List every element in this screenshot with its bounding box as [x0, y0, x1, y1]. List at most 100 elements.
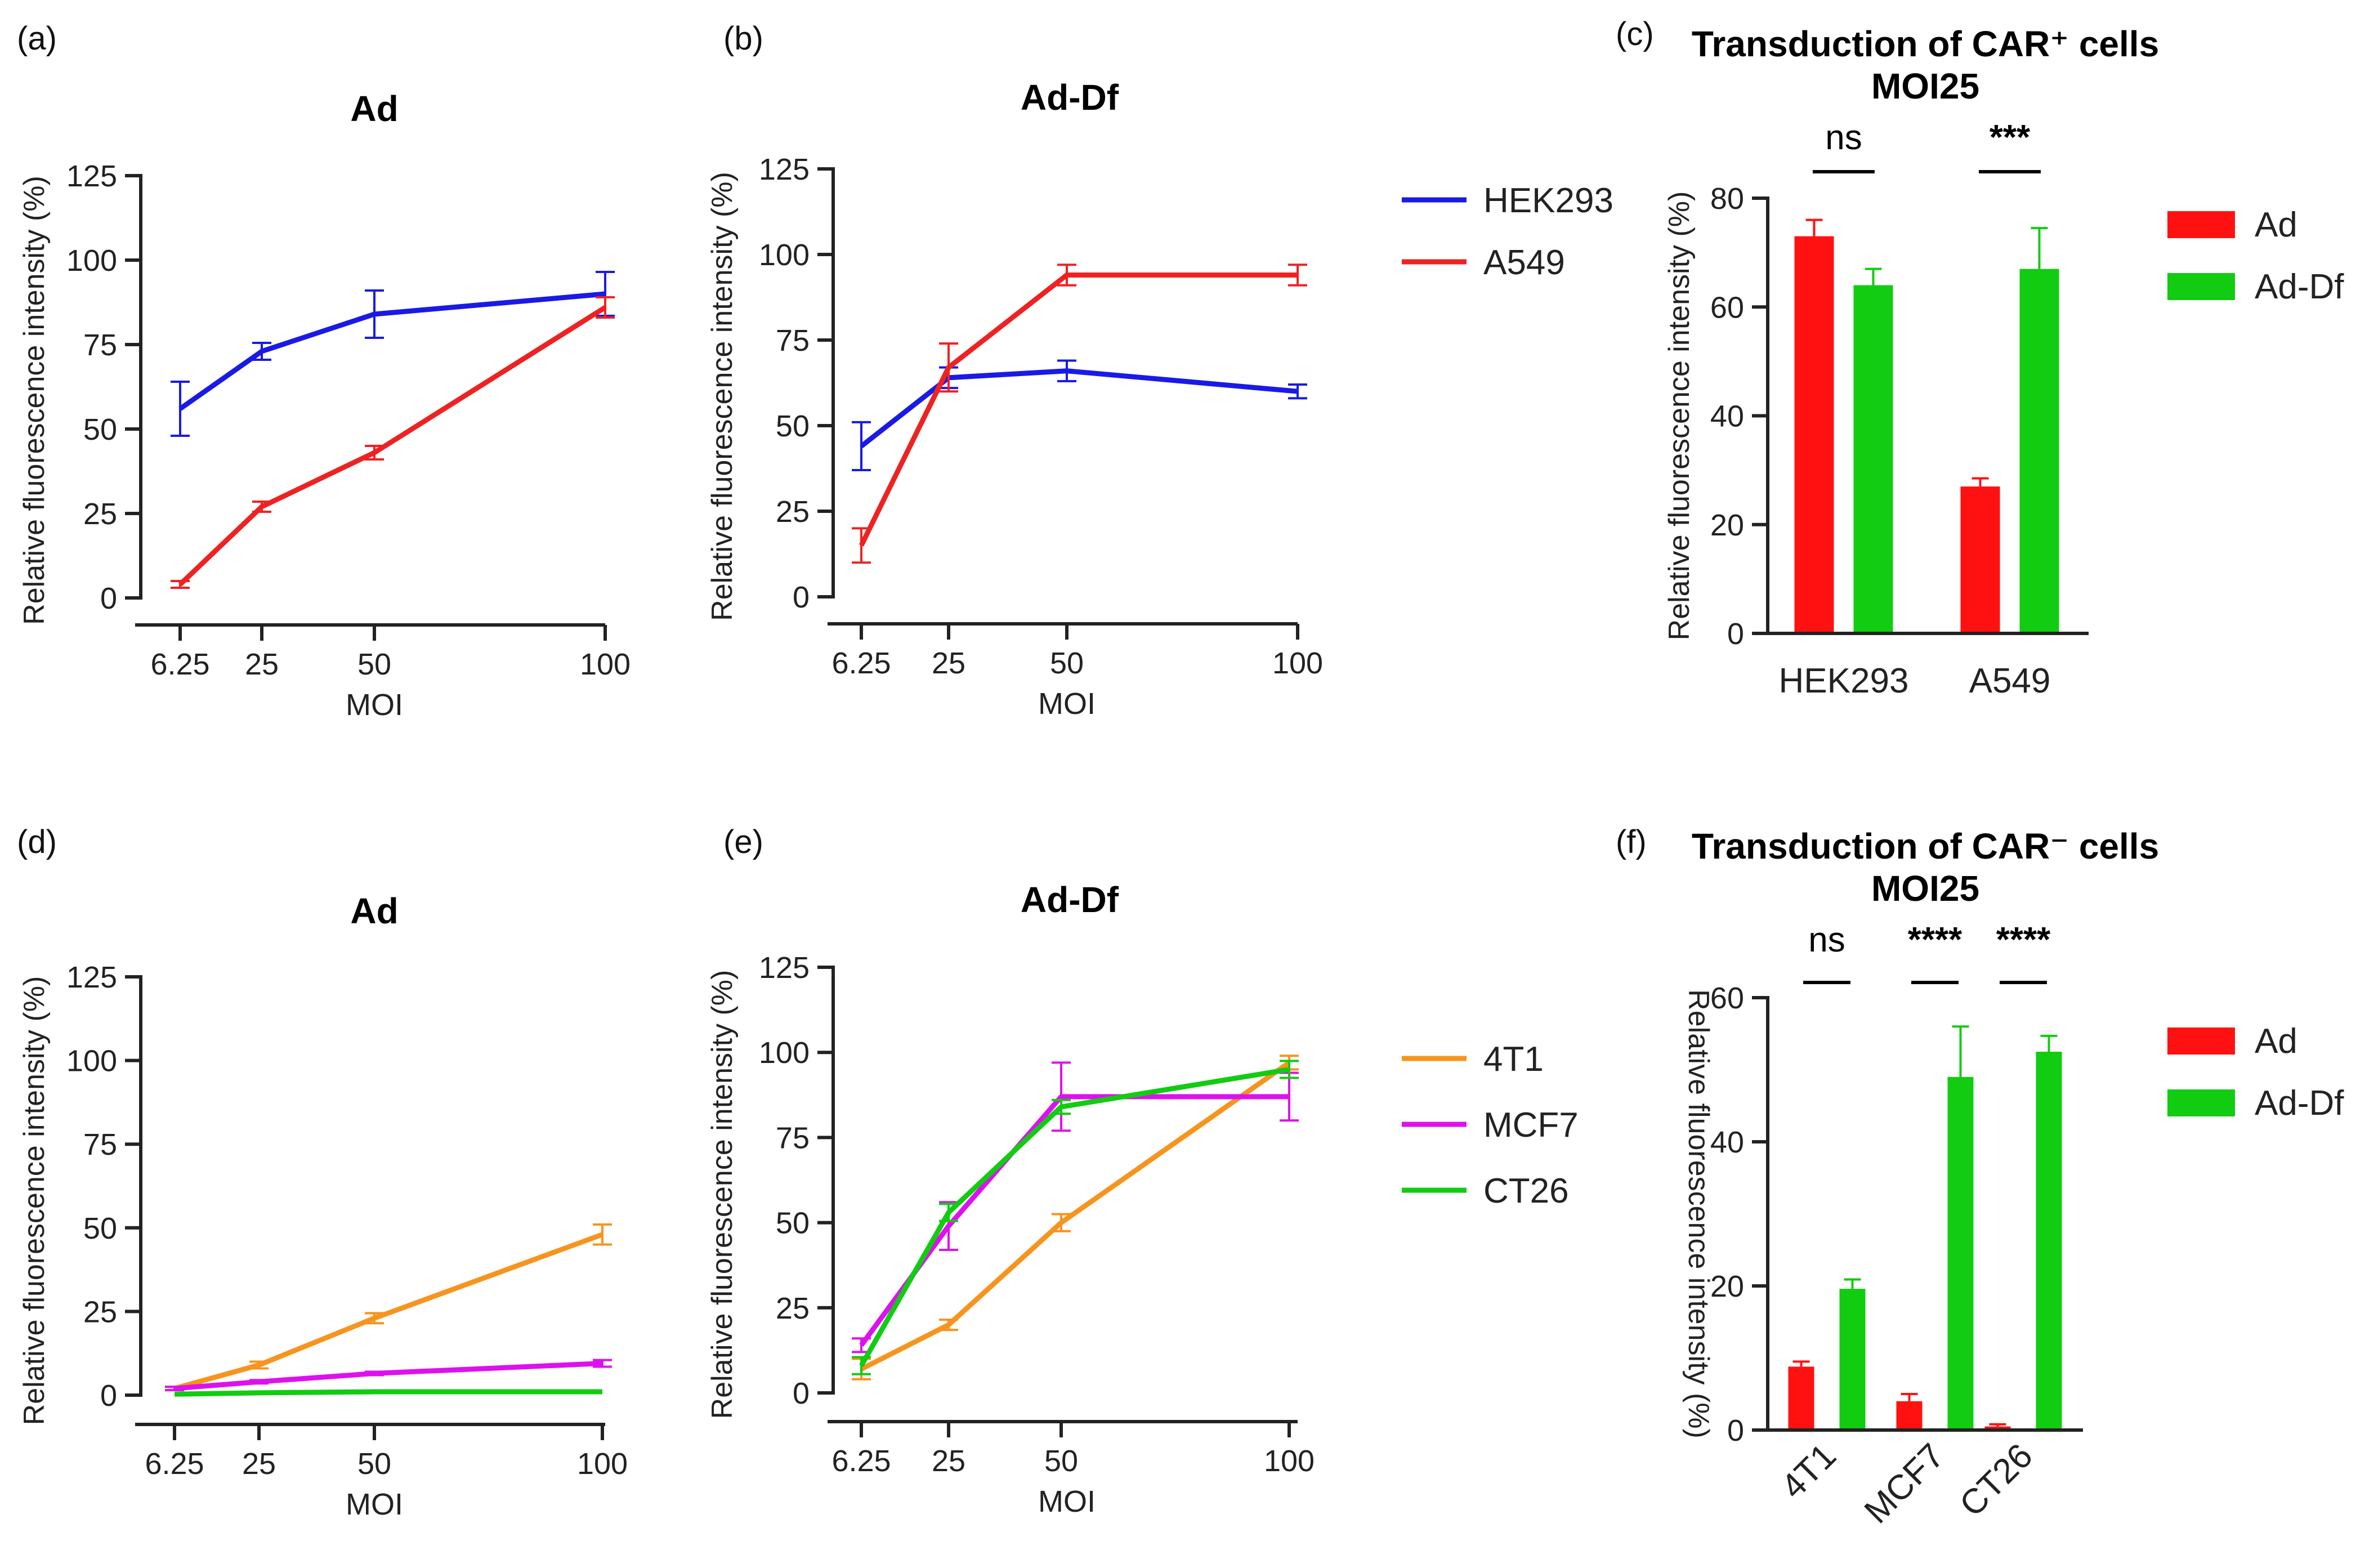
panel-label-c: (c)	[1616, 16, 1654, 52]
p1-x-axis-label: MOI	[1038, 687, 1096, 721]
p0-x-tick-label: 25	[245, 647, 279, 681]
p3-y-tick-label: 125	[66, 961, 117, 994]
p2-significance-label: ns	[1825, 118, 1862, 157]
p0-y-tick-label: 25	[83, 497, 117, 531]
p1-series-line-a549	[859, 272, 1298, 547]
p2-bar-ad-df	[2019, 269, 2059, 633]
p3-series-line-mcf7	[174, 1361, 603, 1391]
plot-layer: 0 25 50 75 100 125 6.25 25 50 100 MOI Relative fluo…	[18, 118, 2344, 1531]
p1-x-tick-label: 50	[1050, 646, 1084, 680]
p2-bar-ad	[1794, 236, 1834, 633]
p3-x-tick-label: 50	[357, 1447, 391, 1481]
p0-series-line-a549	[178, 305, 607, 587]
title-e: Ad-Df	[1021, 879, 1119, 920]
p5-y-tick-label: 40	[1710, 1125, 1744, 1159]
p3-y-tick-label: 100	[66, 1044, 117, 1078]
p4-legend-label: MCF7	[1483, 1106, 1579, 1145]
p4-y-tick-label: 75	[776, 1121, 810, 1155]
p2-legend-label: Ad-Df	[2255, 267, 2344, 306]
p3-y-tick-label: 0	[100, 1379, 117, 1413]
p3-x-tick-label: 100	[577, 1447, 628, 1481]
title-c: Transduction of CAR⁺ cells	[1692, 24, 2159, 64]
p4-y-tick-label: 50	[776, 1207, 810, 1240]
p3-y-axis-label: Relative fluorescence intensity (%)	[18, 976, 51, 1426]
panel-label-e: (e)	[723, 824, 763, 860]
p2-y-tick-label: 80	[1710, 182, 1744, 216]
p1-series-line-hek293	[860, 368, 1298, 449]
p1-x-tick-label: 25	[932, 646, 965, 680]
p2-bar-ad-df	[1853, 285, 1893, 634]
p3-x-axis-label: MOI	[346, 1487, 403, 1521]
p4-x-tick-label: 100	[1264, 1444, 1315, 1478]
p5-y-tick-label: 60	[1710, 981, 1744, 1015]
panel-label-b: (b)	[723, 20, 763, 57]
p2-y-tick-label: 40	[1710, 400, 1744, 434]
p2-significance-label: ***	[1990, 118, 2031, 157]
p5-category-label: CT26	[1952, 1436, 2040, 1524]
p3-y-tick-label: 25	[83, 1295, 117, 1329]
p1-y-tick-label: 125	[759, 153, 810, 186]
p5-legend-swatch	[2167, 1089, 2235, 1116]
p2-category-label: A549	[1969, 662, 2051, 700]
p1-x-tick-label: 6.25	[831, 646, 891, 680]
subtitle-c: MOI25	[1871, 66, 1979, 106]
p0-y-tick-label: 0	[100, 582, 117, 615]
p5-bar-ad	[1896, 1401, 1923, 1430]
p4-y-tick-label: 0	[793, 1377, 810, 1410]
p0-y-tick-label: 75	[83, 328, 117, 362]
p5-bar-ad	[1788, 1366, 1814, 1430]
p4-y-axis-label: Relative fluorescence intensity (%)	[706, 970, 739, 1419]
p4-legend-label: CT26	[1483, 1172, 1569, 1210]
p0-y-tick-label: 125	[66, 159, 117, 193]
p1-y-tick-label: 75	[776, 324, 810, 358]
p4-series-line-ct26	[859, 1066, 1290, 1367]
p2-y-tick-label: 20	[1710, 508, 1744, 542]
p3-x-tick-label: 6.25	[145, 1447, 204, 1481]
p5-category-label: MCF7	[1857, 1436, 1952, 1531]
panel-label-f: (f)	[1616, 824, 1647, 860]
p1-legend-label: HEK293	[1483, 181, 1613, 220]
panel-label-a: (a)	[17, 20, 57, 57]
p0-y-axis-label: Relative fluorescence intensity (%)	[18, 176, 51, 625]
p4-series-line-4t1	[860, 1060, 1291, 1372]
p1-y-tick-label: 50	[776, 409, 810, 443]
p0-y-tick-label: 100	[66, 244, 117, 278]
p1-legend-label: A549	[1483, 243, 1565, 282]
p0-x-tick-label: 50	[357, 647, 391, 681]
p3-series-line-ct26	[174, 1389, 602, 1397]
p2-y-tick-label: 60	[1710, 291, 1744, 324]
p5-significance-label: ns	[1808, 921, 1845, 959]
p4-legend-label: 4T1	[1483, 1040, 1544, 1079]
p3-series-line-4t1	[173, 1232, 603, 1391]
p1-x-tick-label: 100	[1272, 646, 1323, 680]
title-b: Ad-Df	[1021, 77, 1119, 118]
p2-legend-swatch	[2167, 211, 2235, 238]
p5-significance-label: ****	[1908, 921, 1962, 959]
panel-label-d: (d)	[17, 824, 57, 860]
p2-legend-label: Ad	[2255, 206, 2297, 244]
p5-y-tick-label: 0	[1727, 1414, 1744, 1448]
subtitle-f: MOI25	[1871, 868, 1979, 909]
p0-y-tick-label: 50	[83, 413, 117, 446]
p4-x-tick-label: 25	[932, 1444, 965, 1478]
p1-y-axis-label: Relative fluorescence intensity (%)	[706, 172, 739, 621]
p1-y-tick-label: 0	[793, 580, 810, 614]
p5-y-axis-label: Relative fluorescence intensity (%)	[1682, 989, 1715, 1439]
p3-x-tick-label: 25	[242, 1447, 276, 1481]
title-a: Ad	[350, 88, 398, 129]
p5-bar-ad-df	[1839, 1289, 1866, 1430]
p4-y-tick-label: 100	[759, 1036, 810, 1070]
p5-legend-label: Ad-Df	[2255, 1084, 2344, 1123]
p4-y-tick-label: 25	[776, 1292, 810, 1325]
p5-bar-ad-df	[1947, 1076, 1974, 1430]
p0-x-axis-label: MOI	[346, 688, 403, 722]
title-d: Ad	[350, 891, 398, 931]
p0-x-tick-label: 6.25	[150, 647, 209, 681]
p5-legend-swatch	[2167, 1028, 2235, 1055]
p5-legend-label: Ad	[2255, 1022, 2297, 1061]
p2-y-tick-label: 0	[1727, 617, 1744, 651]
p5-y-tick-label: 20	[1710, 1270, 1744, 1303]
p0-x-tick-label: 100	[580, 647, 631, 681]
p4-series-line-mcf7	[859, 1094, 1289, 1347]
